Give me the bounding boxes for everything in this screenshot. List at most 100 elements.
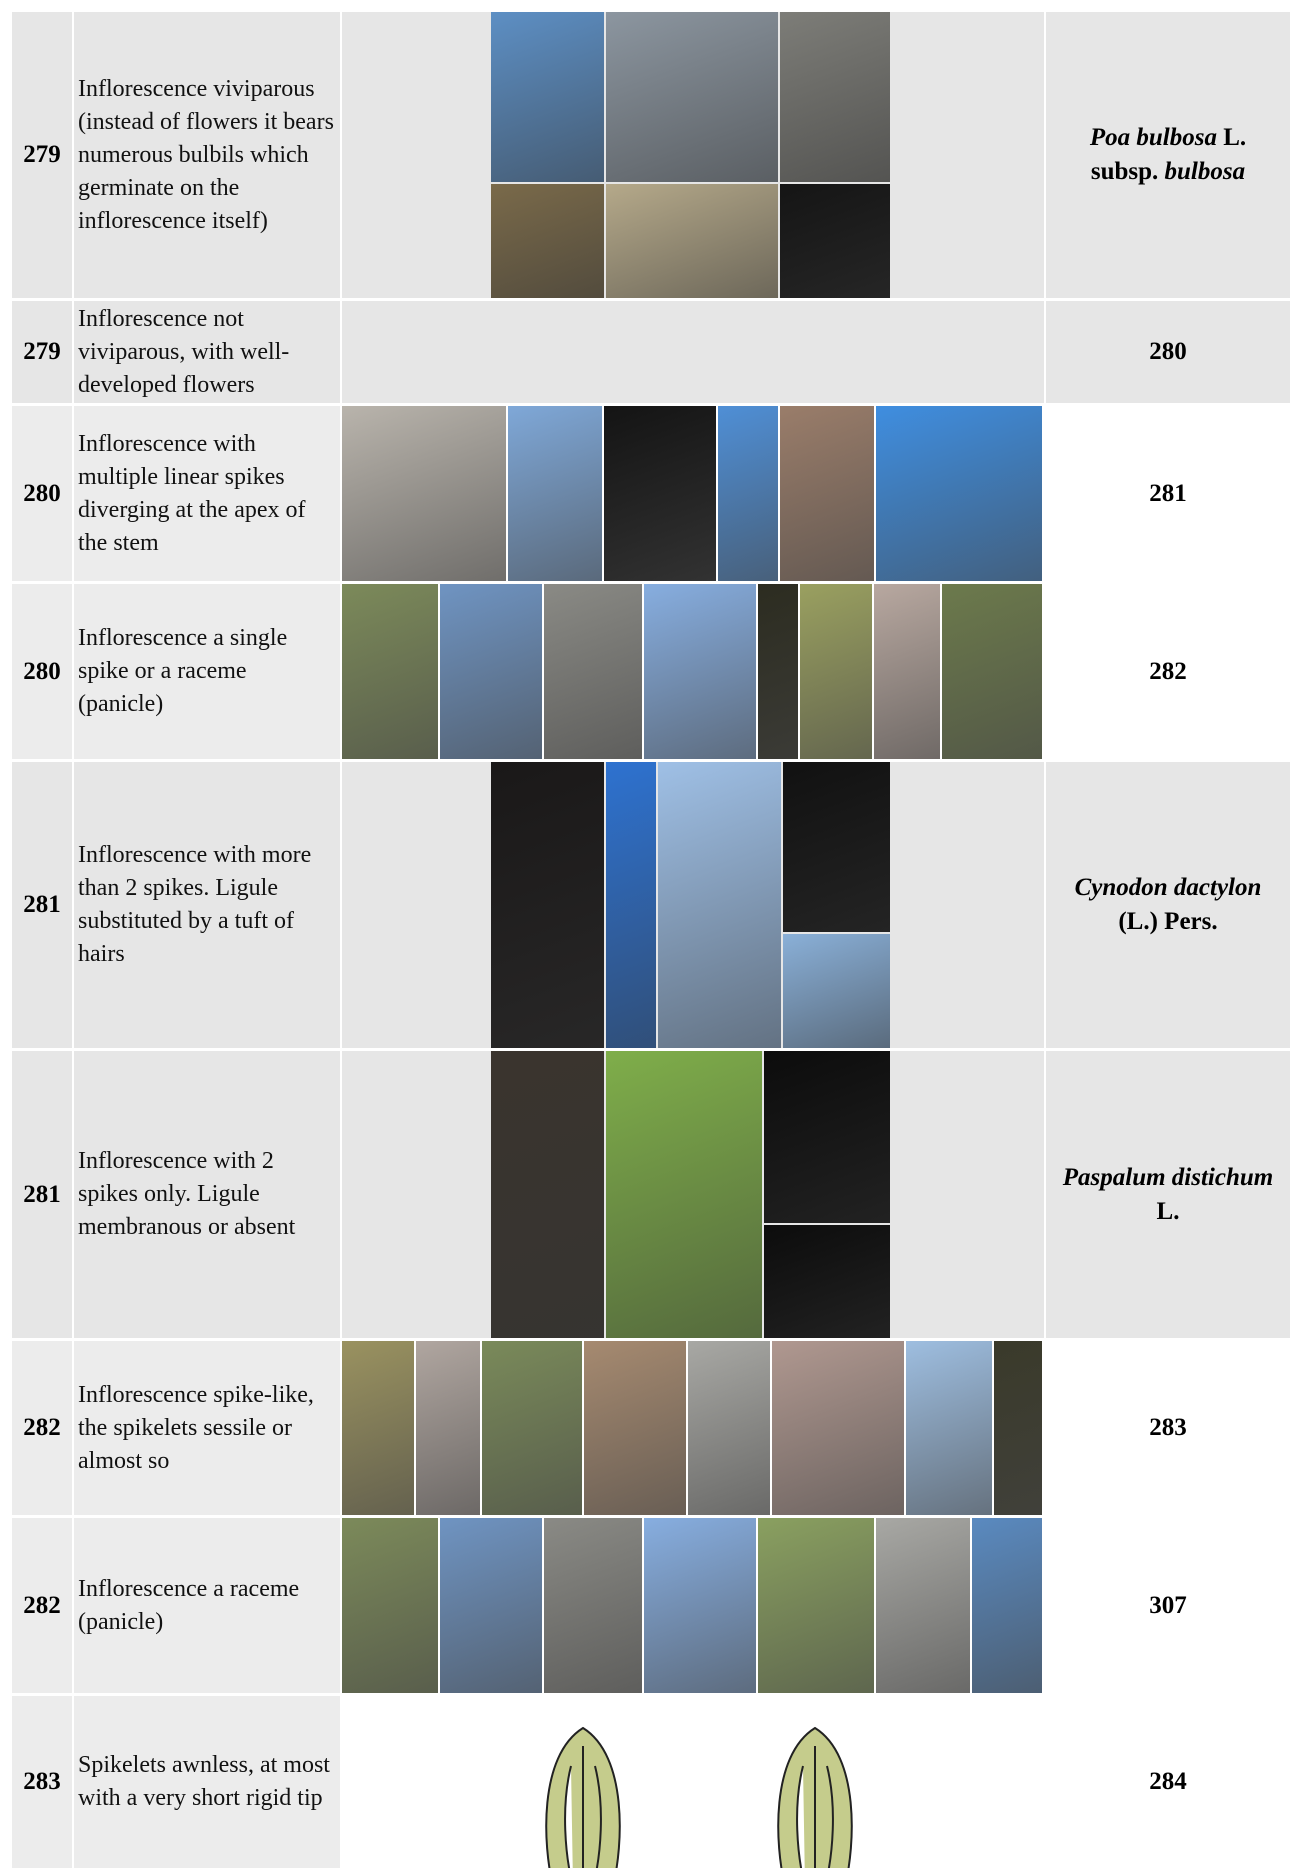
- result-part: 307: [1149, 1591, 1187, 1619]
- photo: [758, 584, 798, 759]
- result-part: L.: [1156, 1163, 1280, 1225]
- key-images: [342, 584, 1044, 759]
- key-number: 281: [12, 762, 72, 1048]
- key-description: Inflorescence not viviparous, with well-…: [74, 301, 340, 403]
- photo: [604, 406, 716, 581]
- result-part: L. subsp.: [1090, 124, 1253, 185]
- photo: [606, 1051, 762, 1338]
- photo: [783, 934, 890, 1048]
- key-images: [342, 301, 1044, 403]
- key-result: 280: [1046, 301, 1290, 403]
- result-text: Paspalum distichum L.: [1056, 1161, 1280, 1229]
- photo: [440, 1518, 542, 1693]
- key-description: Inflorescence a single spike or a raceme…: [74, 584, 340, 759]
- photo: [491, 762, 604, 1048]
- photo: [342, 1518, 438, 1693]
- photo: [544, 584, 642, 759]
- key-result: 283: [1046, 1341, 1290, 1515]
- photo: [780, 12, 890, 182]
- photo: [942, 584, 1042, 759]
- key-result: 307: [1046, 1518, 1290, 1693]
- photo: [508, 406, 602, 581]
- photo: [718, 406, 778, 581]
- key-description: Spikelets awnless, at most with a very s…: [74, 1696, 340, 1868]
- result-part: 282: [1149, 657, 1187, 685]
- result-part: 283: [1149, 1414, 1187, 1441]
- result-text: Poa bulbosa L. subsp. bulbosa: [1056, 121, 1280, 189]
- spikelet-drawings: [545, 1726, 853, 1868]
- photo: [644, 584, 756, 759]
- key-number: 280: [12, 406, 72, 581]
- key-images: [342, 1051, 1044, 1338]
- key-result: Paspalum distichum L.: [1046, 1051, 1290, 1338]
- spikelet: [777, 1726, 853, 1868]
- result-text: Cynodon dactylon (L.) Pers.: [1056, 871, 1280, 939]
- photo: [491, 184, 604, 298]
- photo: [758, 1518, 874, 1693]
- key-result: 284: [1046, 1696, 1290, 1868]
- key-images: [342, 406, 1044, 581]
- key-images: [342, 12, 1044, 298]
- photo: [606, 762, 656, 1048]
- photo: [491, 1051, 604, 1338]
- key-number: 282: [12, 1341, 72, 1515]
- key-images: [342, 1696, 1044, 1868]
- result-part: Poa bulbosa: [1089, 124, 1217, 151]
- key-description: Inflorescence with multiple linear spike…: [74, 406, 340, 581]
- key-result: 281: [1046, 406, 1290, 581]
- photo: [482, 1341, 582, 1515]
- photo: [800, 584, 872, 759]
- key-description: Inflorescence with more than 2 spikes. L…: [74, 762, 340, 1048]
- photo: [780, 184, 890, 298]
- photo: [644, 1518, 756, 1693]
- key-number: 279: [12, 12, 72, 298]
- photo: [972, 1518, 1042, 1693]
- photo: [584, 1341, 686, 1515]
- photo: [764, 1051, 890, 1223]
- photo: [783, 762, 890, 932]
- result-text: 283: [1149, 1411, 1187, 1445]
- key-description: Inflorescence viviparous (instead of flo…: [74, 12, 340, 298]
- key-number: 281: [12, 1051, 72, 1338]
- photo: [342, 584, 438, 759]
- photo: [416, 1341, 480, 1515]
- photo: [764, 1225, 890, 1338]
- result-text: 280: [1149, 335, 1187, 369]
- key-number: 283: [12, 1696, 72, 1868]
- result-text: 307: [1149, 1589, 1187, 1623]
- photo: [772, 1341, 904, 1515]
- photo: [342, 406, 506, 581]
- photo: [606, 12, 778, 182]
- key-images: [342, 762, 1044, 1048]
- photo: [606, 184, 778, 298]
- photo: [544, 1518, 642, 1693]
- photo: [876, 406, 1042, 581]
- result-part: 284: [1149, 1768, 1187, 1795]
- photo: [994, 1341, 1042, 1515]
- key-description: Inflorescence a raceme (panicle): [74, 1518, 340, 1693]
- key-result: Cynodon dactylon (L.) Pers.: [1046, 762, 1290, 1048]
- result-part: Paspalum distichum: [1062, 1163, 1274, 1191]
- result-text: 284: [1149, 1765, 1187, 1799]
- key-images: [342, 1341, 1044, 1515]
- photo: [876, 1518, 970, 1693]
- key-number: 280: [12, 584, 72, 759]
- key-description: Inflorescence with 2 spikes only. Ligule…: [74, 1051, 340, 1338]
- photo: [658, 762, 781, 1048]
- key-number: 279: [12, 301, 72, 403]
- photo: [342, 1341, 414, 1515]
- photo: [780, 406, 874, 581]
- key-result: 282: [1046, 584, 1290, 759]
- result-part: 281: [1149, 479, 1187, 507]
- photo: [688, 1341, 770, 1515]
- key-description: Inflorescence spike-like, the spikelets …: [74, 1341, 340, 1515]
- photo: [874, 584, 940, 759]
- result-part: Cynodon dactylon: [1074, 874, 1262, 901]
- key-images: [342, 1518, 1044, 1693]
- result-text: 281: [1149, 477, 1187, 511]
- photo: [440, 584, 542, 759]
- result-part: (L.) Pers.: [1118, 874, 1268, 935]
- photo: [906, 1341, 992, 1515]
- result-text: 282: [1149, 655, 1187, 689]
